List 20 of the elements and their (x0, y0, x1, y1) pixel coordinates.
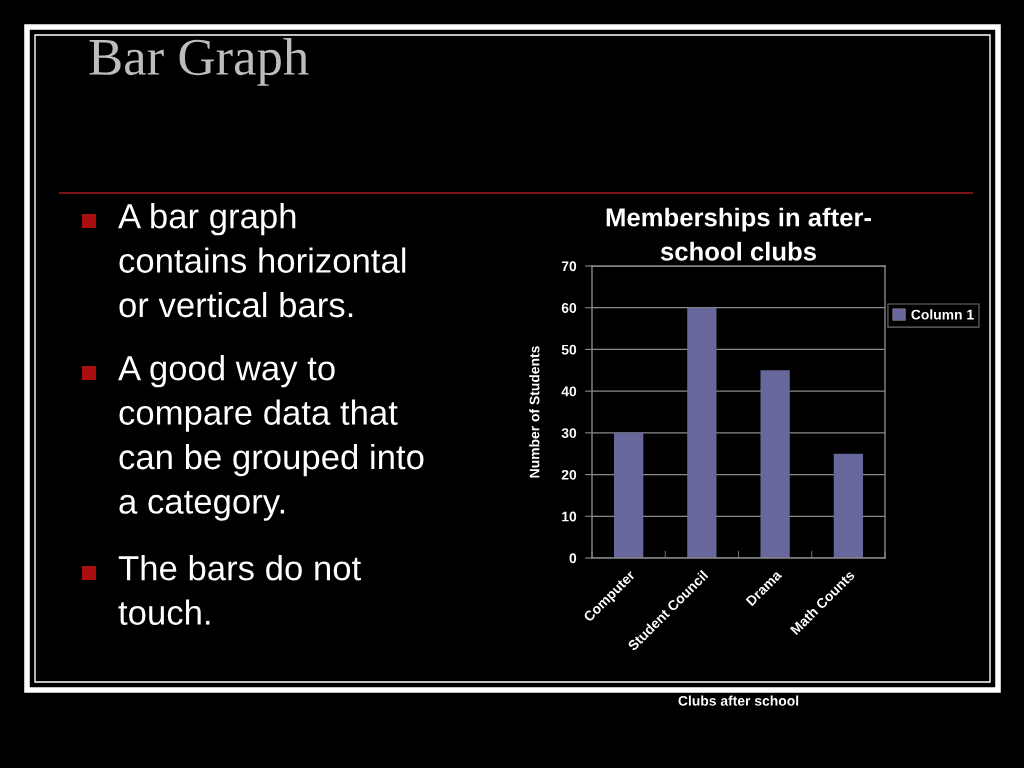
y-tick-label: 70 (561, 261, 577, 272)
bar (613, 432, 644, 558)
legend-label: Column 1 (911, 309, 974, 320)
y-tick-label: 50 (561, 344, 577, 355)
y-tick-label: 0 (569, 553, 577, 564)
chart-title: Memberships in after- school clubs (606, 207, 871, 261)
y-tick-label: 30 (561, 428, 577, 439)
y-axis-title: Number of Students (529, 346, 540, 478)
bar (833, 453, 864, 558)
bar (760, 370, 790, 558)
bar (687, 307, 717, 558)
y-tick-label: 40 (561, 386, 577, 397)
y-tick-label: 10 (562, 511, 577, 522)
x-axis-title: Clubs after school (678, 695, 799, 706)
text: A good way to compare data that can be grouped into a category. (118, 355, 424, 521)
text: The bars do not touch. (118, 555, 361, 625)
y-tick-label: 60 (561, 303, 577, 313)
text: Bar Graph (89, 38, 309, 86)
text: A bar graph contains horizontal or vertical bars. (118, 203, 406, 318)
y-tick-label: 20 (561, 469, 577, 480)
